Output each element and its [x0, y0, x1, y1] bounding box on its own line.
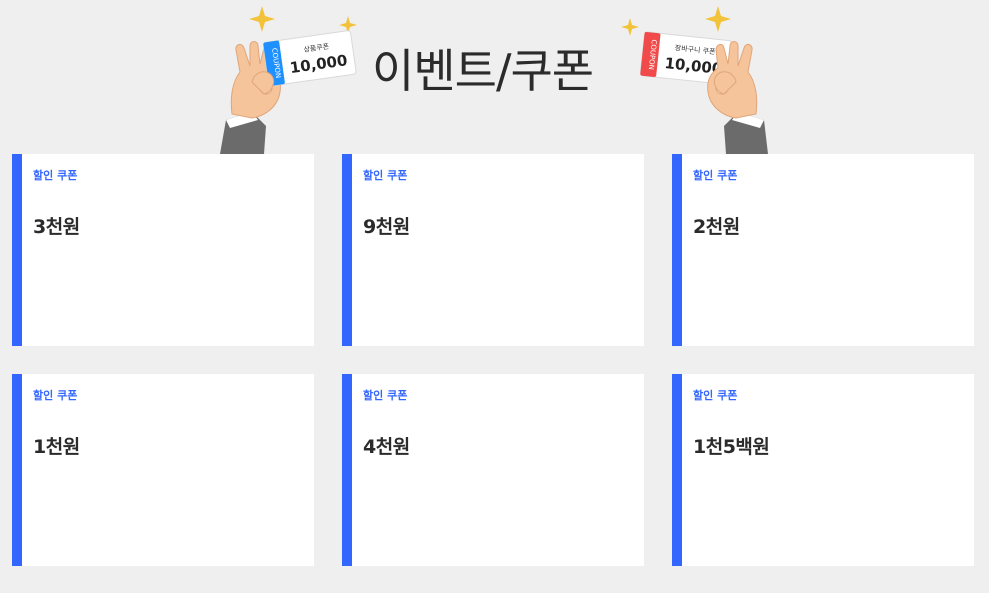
coupon-type-label: 할인 쿠폰	[33, 389, 78, 402]
coupon-card[interactable]: 할인 쿠폰 4천원	[342, 374, 647, 566]
coupon-type-label: 할인 쿠폰	[693, 389, 738, 402]
coupon-card[interactable]: 할인 쿠폰 9천원	[342, 154, 647, 346]
coupon-card[interactable]: 할인 쿠폰 3천원	[12, 154, 317, 346]
coupon-card[interactable]: 할인 쿠폰 1천원	[12, 374, 317, 566]
coupon-card[interactable]: 할인 쿠폰 2천원	[672, 154, 977, 346]
coupon-type-label: 할인 쿠폰	[363, 389, 408, 402]
right-ticket-label: 장바구니 쿠폰	[674, 43, 716, 56]
event-banner: COUPON 상품쿠폰 10,000 이벤트/쿠폰 COUPON 장바구니 쿠폰	[0, 0, 989, 154]
coupon-amount: 4천원	[363, 436, 410, 458]
coupon-type-label: 할인 쿠폰	[363, 169, 408, 182]
coupon-amount: 3천원	[33, 216, 80, 238]
right-ticket-amount: 10,000	[664, 54, 723, 78]
coupon-type-label: 할인 쿠폰	[33, 169, 78, 182]
coupon-type-label: 할인 쿠폰	[693, 169, 738, 182]
left-ticket-label: 상품쿠폰	[303, 41, 330, 54]
page-title: 이벤트/쿠폰	[372, 44, 594, 98]
hand-coupon-illustration-right: COUPON 장바구니 쿠폰 10,000	[621, 6, 768, 154]
sparkle-icon	[249, 6, 357, 34]
coupon-amount: 2천원	[693, 216, 740, 238]
coupon-amount: 1천5백원	[693, 436, 770, 458]
coupon-card[interactable]: 할인 쿠폰 1천5백원	[672, 374, 977, 566]
coupon-amount: 1천원	[33, 436, 80, 458]
coupon-amount: 9천원	[363, 216, 410, 238]
hand-coupon-illustration-left: COUPON 상품쿠폰 10,000	[220, 6, 357, 154]
right-ticket-stub-text: COUPON	[647, 39, 658, 70]
sparkle-icon	[621, 6, 731, 36]
